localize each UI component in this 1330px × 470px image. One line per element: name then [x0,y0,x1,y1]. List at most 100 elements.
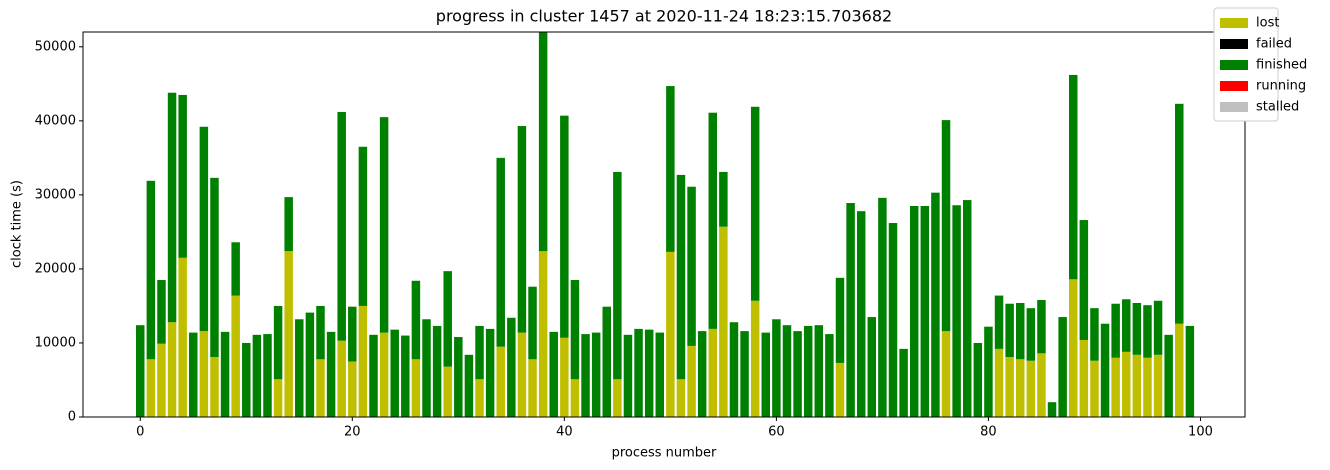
bar-segment [337,111,346,341]
bar-segment [401,335,410,417]
bar-segment [273,379,283,417]
bar-segment [676,379,686,417]
bar-segment [146,359,156,417]
bar-segment [454,337,463,417]
bar-segment [644,329,654,417]
bar-segment [1069,279,1078,417]
bar-segment [687,186,696,346]
bar-segment [994,295,1004,349]
bars [136,32,1195,417]
bar-segment [1153,300,1163,355]
bar-segment [719,226,728,417]
bar-segment [316,359,325,417]
bar-segment [485,328,495,417]
bar-segment [1079,340,1089,417]
bar-segment [528,286,537,360]
bar-segment [1132,302,1142,355]
bar-segment [1143,305,1152,358]
bar-segment [475,325,484,380]
bar-segment [210,177,219,358]
bar-segment [825,334,834,417]
bar-segment [1079,220,1089,340]
bar-segment [538,32,548,252]
bar-segment [591,332,601,417]
bar-segment [422,319,431,417]
bar-segment [814,325,824,417]
bar-segment [199,331,209,417]
bar-segment [570,280,580,380]
bar-segment [443,271,452,367]
bar-segment [899,348,908,417]
bar-segment [994,348,1004,417]
bar-segment [1132,354,1142,417]
bar-segment [676,174,686,380]
bar-segment [1122,351,1131,417]
bar-segment [517,332,527,417]
bar-segment [252,334,262,417]
bar-segment [666,86,675,252]
x-tick-label: 0 [136,425,144,440]
bar-segment [507,317,516,417]
bar-segment [157,343,166,417]
bar-segment [178,94,187,258]
bar-segment [941,120,951,332]
bar-segment [1005,303,1014,358]
bar-segment [528,359,537,417]
bar-segment [1090,308,1099,361]
x-tick-label: 60 [768,425,785,440]
bar-segment [1100,323,1110,417]
bar-segment [697,331,707,417]
x-tick-label: 40 [556,425,573,440]
bar-segment [305,312,315,417]
bar-segment [560,337,569,417]
bar-segment [623,334,633,417]
bar-segment [708,112,718,329]
bar-segment [358,305,368,417]
legend-label: failed [1256,37,1292,52]
bar-segment [167,322,177,417]
bar-segment [432,325,442,417]
bar-segment [295,319,304,417]
bar-segment [602,306,611,417]
bar-segment [835,277,845,363]
bar-segment [1047,402,1057,417]
bar-segment [666,251,675,417]
bar-segment [337,340,346,417]
bar-segment [772,319,781,417]
bar-segment [284,197,293,252]
bar-segment [570,379,580,417]
bar-segment [263,334,272,417]
axes-frame [82,31,1246,418]
bar-segment [220,331,230,417]
bar-segment [496,157,505,347]
bar-segment [962,200,972,417]
y-tick-label: 20000 [35,261,76,276]
y-tick-label: 30000 [35,187,76,202]
bar-segment [1090,360,1099,417]
bar-segment [878,197,887,417]
bar-segment [613,379,622,417]
bar-segment [1069,74,1078,280]
legend-label: stalled [1256,100,1299,115]
bar-segment [475,379,484,417]
x-tick-label: 20 [344,425,361,440]
bar-segment [920,205,930,417]
bar-segment [1015,302,1025,360]
bar-segment [687,345,696,417]
bar-segment [1153,354,1163,417]
bar-segment [242,342,251,417]
legend-swatch [1220,102,1248,112]
bar-segment [1111,303,1120,358]
bar-segment [655,332,664,417]
legend-swatch [1220,18,1248,28]
bar-segment [1143,357,1152,417]
bar-segment [1175,103,1184,324]
bar-segment [316,305,325,360]
bar-segment [189,332,198,417]
bar-segment [1037,300,1046,354]
bar-segment [1122,299,1131,352]
legend-label: lost [1256,16,1279,31]
bar-segment [549,331,558,417]
bar-segment [761,332,771,417]
